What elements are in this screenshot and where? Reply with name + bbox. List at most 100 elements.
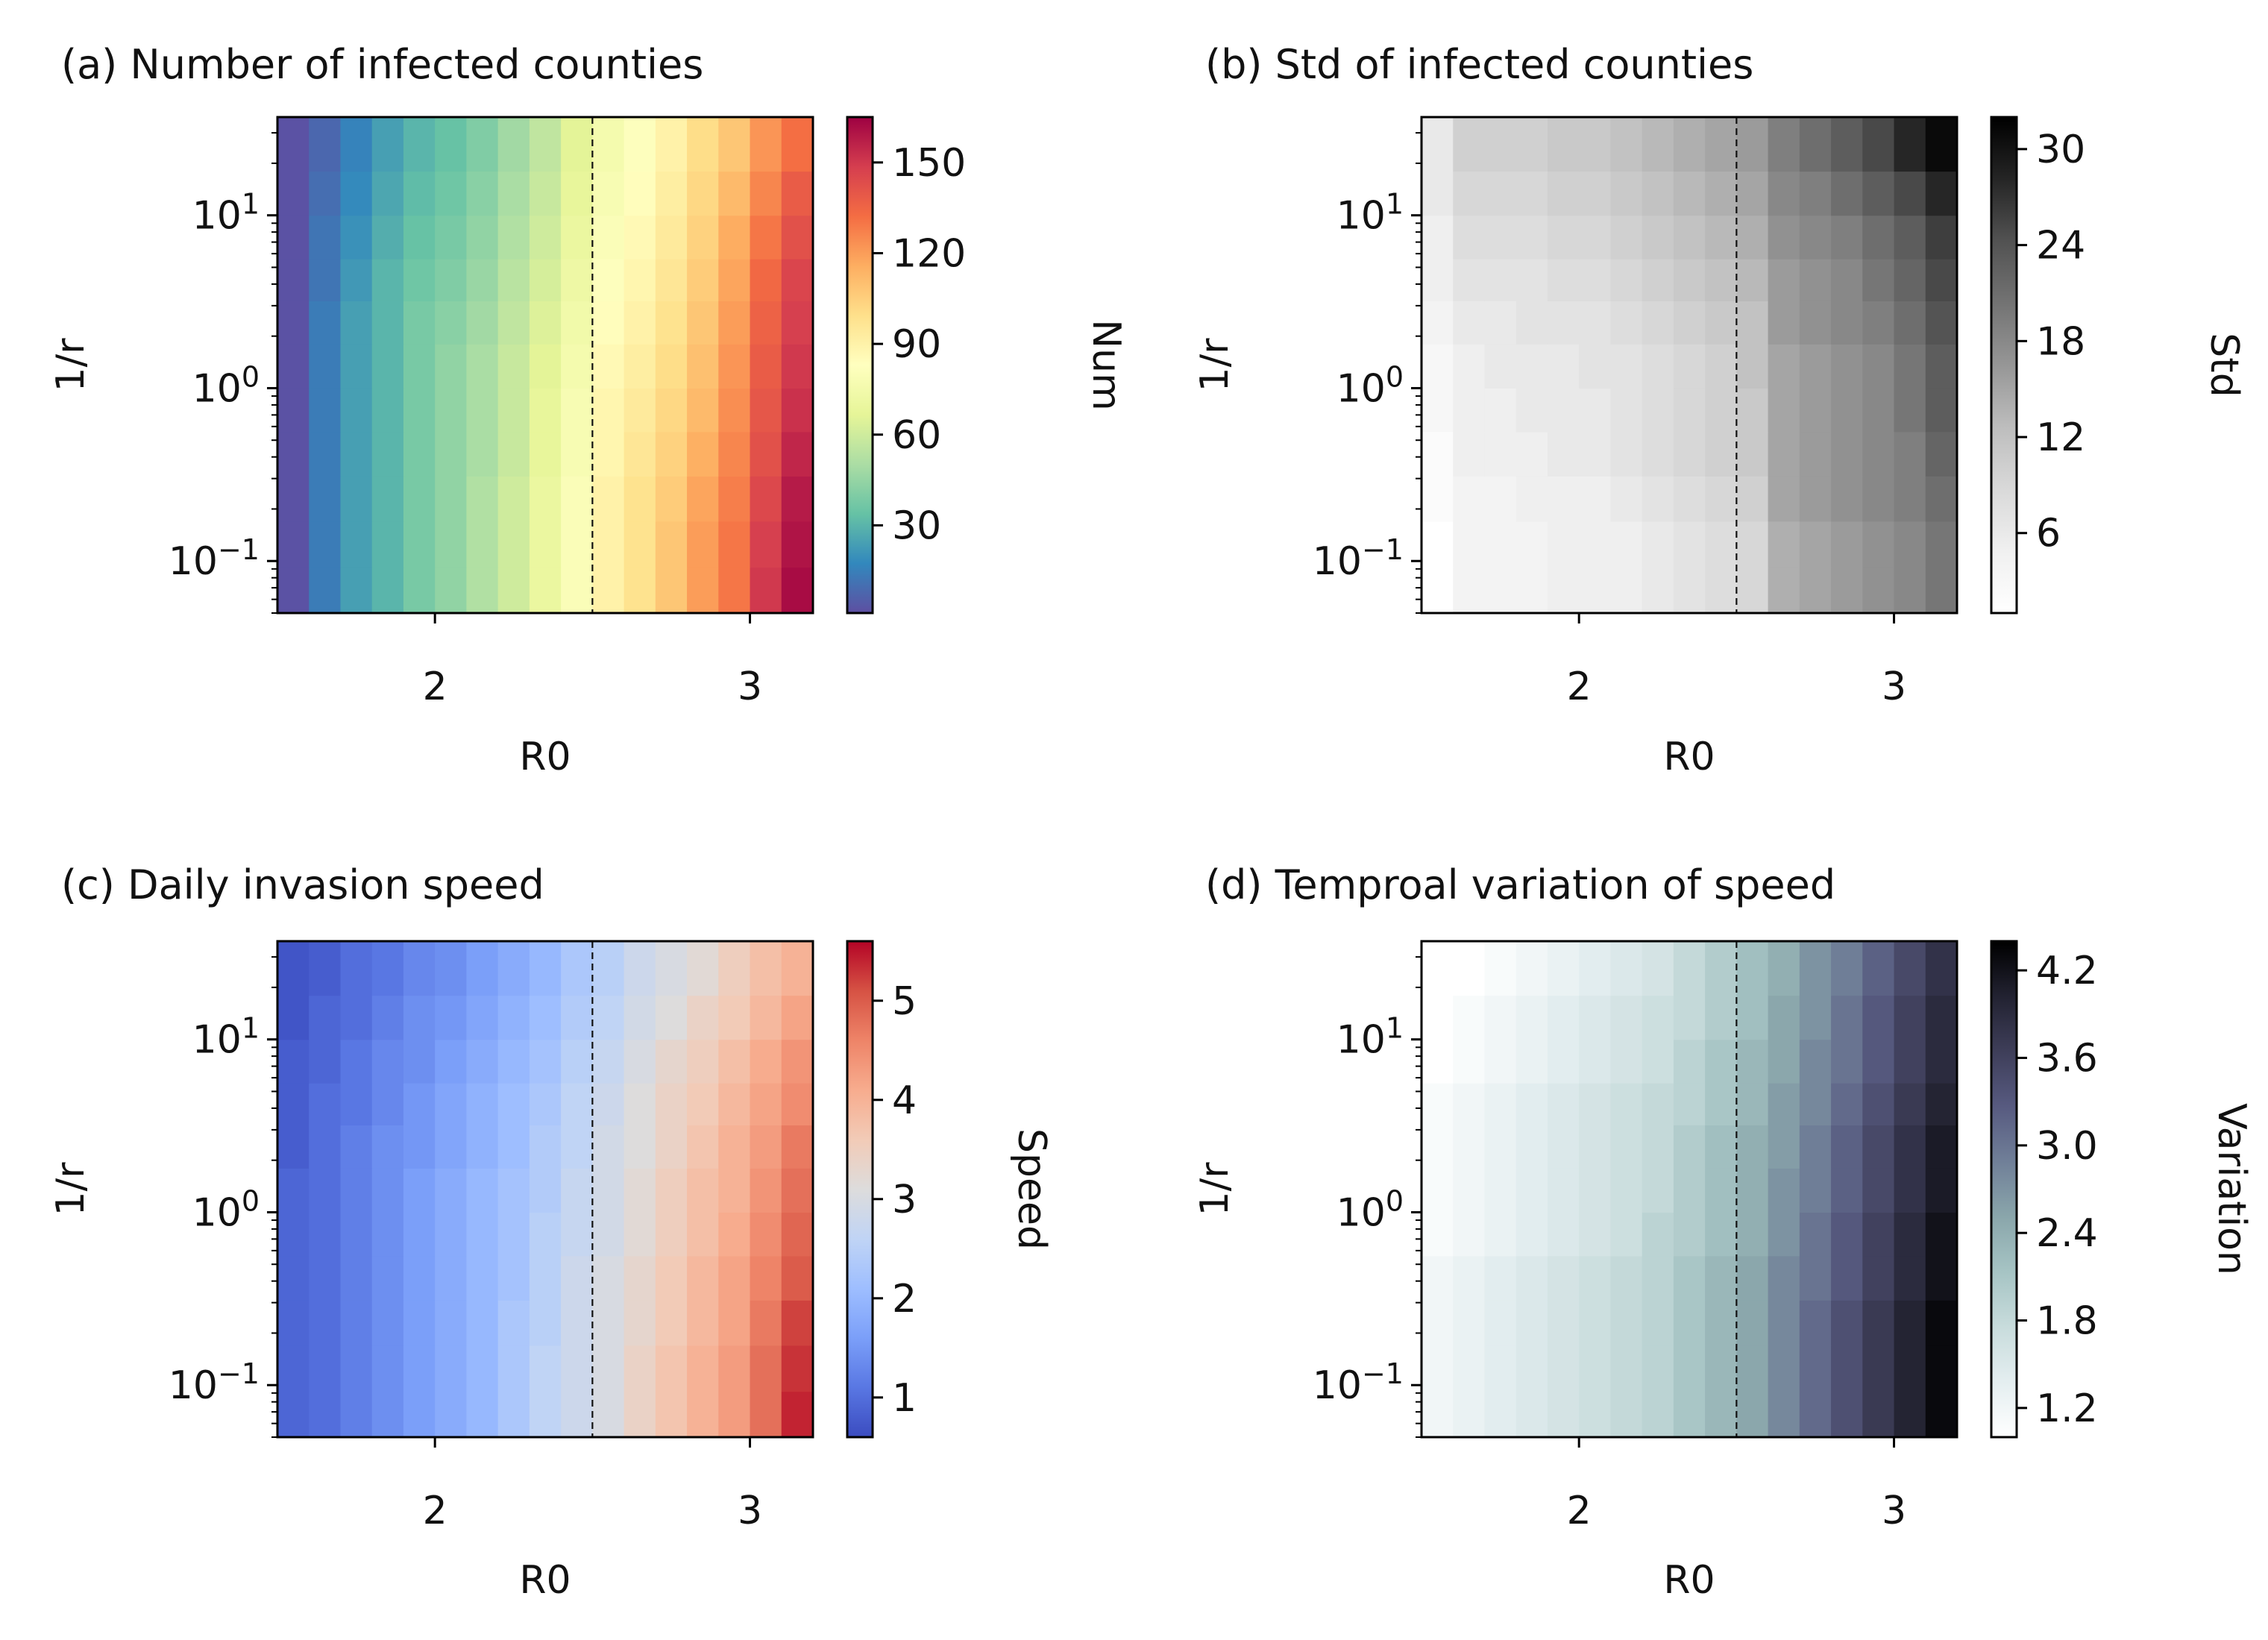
- heatmap-cell: [1673, 301, 1706, 345]
- heatmap-cell: [1610, 388, 1643, 433]
- heatmap-cell: [1925, 388, 1958, 433]
- heatmap-cell: [497, 1125, 530, 1169]
- heatmap-cell: [1642, 1039, 1674, 1084]
- heatmap-cell: [1642, 301, 1674, 345]
- heatmap-cell: [561, 171, 593, 216]
- heatmap-cell: [340, 117, 373, 172]
- y-axis-label: 1/r: [48, 338, 93, 392]
- heatmap-cell: [592, 431, 625, 477]
- heatmap-cell: [561, 117, 593, 172]
- heatmap-cell: [750, 117, 782, 172]
- heatmap-cell: [592, 215, 625, 260]
- heatmap-cell: [655, 171, 688, 216]
- heatmap-cell: [750, 1039, 782, 1084]
- heatmap-cell: [403, 171, 436, 216]
- panel-title: (d) Temproal variation of speed: [1205, 861, 1835, 908]
- heatmap-cell: [466, 1345, 499, 1392]
- heatmap-cell: [592, 567, 625, 614]
- heatmap-cell: [781, 301, 814, 345]
- heatmap-cell: [718, 1391, 751, 1438]
- heatmap-cell: [687, 1083, 719, 1125]
- colorbar-tick-label: 2.4: [2036, 1211, 2098, 1256]
- heatmap-cell: [1579, 1255, 1612, 1301]
- colorbar-tick-label: 3.6: [2036, 1036, 2098, 1081]
- heatmap-cell: [1831, 1125, 1863, 1169]
- heatmap-cell: [1705, 388, 1737, 433]
- heatmap-cell: [1422, 941, 1454, 996]
- heatmap-cell: [1705, 1255, 1737, 1301]
- heatmap-cell: [466, 259, 499, 301]
- heatmap-cell: [1862, 521, 1895, 568]
- heatmap-cell: [1484, 567, 1517, 614]
- heatmap-cell: [1862, 1255, 1895, 1301]
- heatmap-cell: [529, 567, 562, 614]
- heatmap-cell: [309, 567, 342, 614]
- x-tick-label: 2: [423, 665, 447, 709]
- heatmap-cell: [497, 388, 530, 433]
- heatmap-cell: [623, 521, 656, 568]
- heatmap-cell: [781, 1212, 814, 1257]
- heatmap-cell: [655, 567, 688, 614]
- heatmap-cell: [1768, 1083, 1800, 1125]
- heatmap-cell: [1422, 259, 1454, 301]
- heatmap-cell: [529, 344, 562, 389]
- heatmap-cell: [1736, 388, 1769, 433]
- heatmap-cell: [1925, 1391, 1958, 1438]
- heatmap-cell: [623, 476, 656, 522]
- heatmap-cell: [750, 259, 782, 301]
- heatmap-cell: [687, 259, 719, 301]
- heatmap-cell: [403, 521, 436, 568]
- heatmap-cell: [1547, 1300, 1580, 1346]
- heatmap-cell: [309, 476, 342, 522]
- heatmap-cell: [750, 1083, 782, 1125]
- heatmap-cell: [592, 941, 625, 996]
- colorbar-tick-label: 6: [2036, 512, 2061, 556]
- heatmap-cell: [340, 521, 373, 568]
- heatmap-cell: [1925, 117, 1958, 172]
- heatmap-cell: [371, 117, 404, 172]
- heatmap-cell: [1862, 301, 1895, 345]
- heatmap-cell: [529, 215, 562, 260]
- heatmap-cell: [277, 171, 310, 216]
- colorbar: [1990, 940, 2018, 1439]
- heatmap-cell: [529, 995, 562, 1040]
- heatmap-cell: [1642, 1125, 1674, 1169]
- heatmap-cell: [561, 941, 593, 996]
- panel-a: 2 3 10−1 100 101 (a) Number of infected count…: [48, 41, 1128, 779]
- heatmap-cell: [1768, 1345, 1800, 1392]
- heatmap-cell: [781, 1083, 814, 1125]
- y-tick-label: 101: [1336, 188, 1404, 239]
- heatmap-cell: [1610, 476, 1643, 522]
- heatmap-cell: [1484, 1300, 1517, 1346]
- heatmap-cell: [403, 215, 436, 260]
- heatmap-cell: [781, 995, 814, 1040]
- heatmap-cell: [497, 995, 530, 1040]
- heatmap-cell: [781, 344, 814, 389]
- x-tick-label: 3: [738, 1489, 762, 1533]
- heatmap-cell: [655, 388, 688, 433]
- heatmap-cell: [309, 215, 342, 260]
- heatmap-cell: [1453, 1345, 1486, 1392]
- heatmap-cell: [497, 431, 530, 477]
- heatmap-cell: [1799, 995, 1832, 1040]
- heatmap-cell: [1642, 344, 1674, 389]
- heatmap-cell: [1673, 388, 1706, 433]
- heatmap-cell: [623, 171, 656, 216]
- heatmap-cell: [561, 1255, 593, 1301]
- colorbar-tick-label: 5: [892, 979, 917, 1024]
- heatmap-cell: [592, 521, 625, 568]
- heatmap-cell: [1453, 388, 1486, 433]
- heatmap-cell: [1484, 1168, 1517, 1213]
- colorbar-tick-label: 4: [892, 1078, 917, 1123]
- heatmap-cell: [1515, 941, 1548, 996]
- heatmap-cell: [435, 1345, 468, 1392]
- heatmap-cell: [340, 567, 373, 614]
- heatmap-cell: [466, 995, 499, 1040]
- heatmap-cell: [750, 1391, 782, 1438]
- heatmap-cell: [1547, 344, 1580, 389]
- heatmap-cell: [371, 1039, 404, 1084]
- heatmap-cell: [277, 215, 310, 260]
- heatmap-cell: [435, 1083, 468, 1125]
- heatmap-cell: [1925, 567, 1958, 614]
- x-tick-label: 2: [1567, 1489, 1592, 1533]
